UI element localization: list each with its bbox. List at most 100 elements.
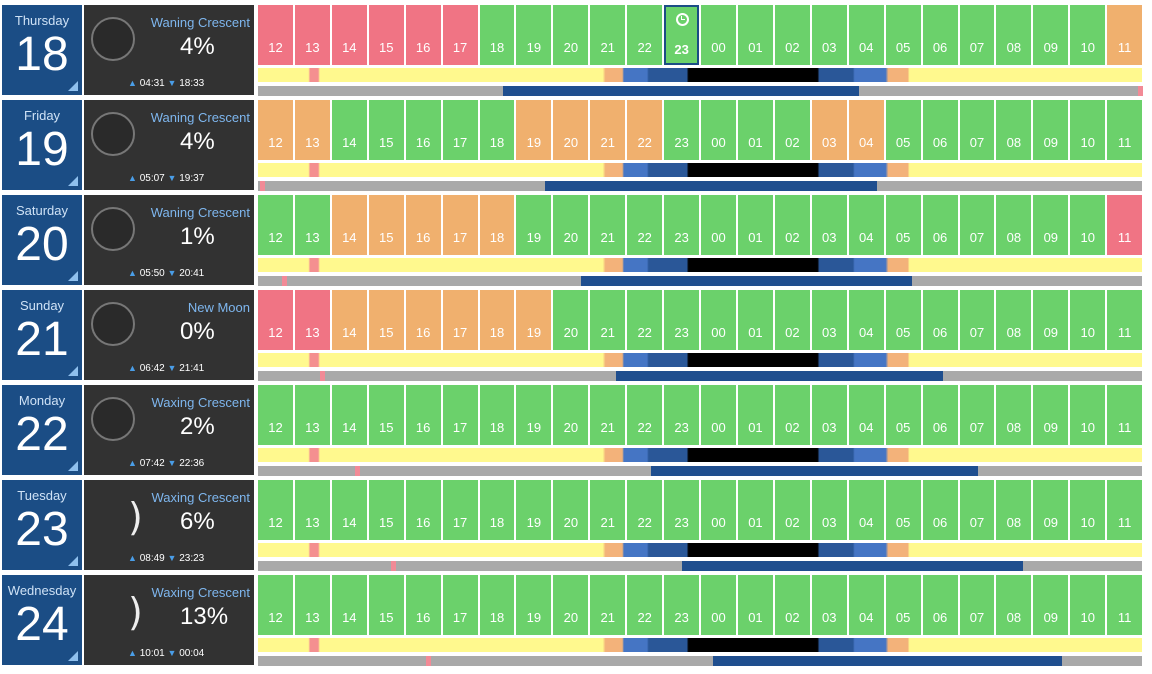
hour-cell[interactable]: 07 — [959, 5, 995, 65]
hour-cell[interactable]: 01 — [737, 100, 773, 160]
hour-cell[interactable]: 01 — [737, 385, 773, 445]
hour-cell[interactable]: 19 — [516, 100, 552, 160]
hour-cell[interactable]: 09 — [1033, 100, 1069, 160]
hour-cell[interactable]: 03 — [811, 480, 847, 540]
hour-cell[interactable]: 15 — [368, 195, 404, 255]
hour-cell[interactable]: 17 — [442, 385, 478, 445]
hour-cell[interactable]: 10 — [1070, 290, 1106, 350]
hour-cell[interactable]: 13 — [294, 100, 330, 160]
hour-cell[interactable]: 10 — [1070, 195, 1106, 255]
hour-cell[interactable]: 17 — [442, 290, 478, 350]
expand-corner-icon[interactable] — [68, 271, 78, 281]
hour-cell[interactable]: 06 — [922, 385, 958, 445]
hour-cell[interactable]: 18 — [479, 480, 515, 540]
date-block[interactable]: Friday 19 — [2, 100, 82, 190]
hour-cell[interactable]: 00 — [701, 480, 736, 540]
hour-cell[interactable]: 04 — [848, 575, 884, 635]
expand-corner-icon[interactable] — [68, 461, 78, 471]
hour-cell[interactable]: 23 — [664, 385, 700, 445]
hour-cell[interactable]: 00 — [701, 5, 736, 65]
hour-cell[interactable]: 06 — [922, 100, 958, 160]
hour-cell[interactable]: 08 — [996, 100, 1032, 160]
hour-cell[interactable]: 23 — [664, 290, 700, 350]
hour-cell[interactable]: 15 — [368, 5, 404, 65]
hour-cell[interactable]: 06 — [922, 5, 958, 65]
hour-cell[interactable]: 23 — [664, 575, 700, 635]
hour-cell[interactable]: 09 — [1033, 385, 1069, 445]
hour-cell[interactable]: 15 — [368, 100, 404, 160]
hour-cell[interactable]: 12 — [258, 575, 293, 635]
hour-cell[interactable]: 00 — [701, 575, 736, 635]
hour-cell[interactable]: 19 — [516, 195, 552, 255]
hour-cell[interactable]: 04 — [848, 385, 884, 445]
hour-cell[interactable]: 13 — [294, 195, 330, 255]
hour-cell[interactable]: 20 — [553, 575, 589, 635]
hour-cell[interactable]: 18 — [479, 290, 515, 350]
date-block[interactable]: Wednesday 24 — [2, 575, 82, 665]
hour-cell[interactable]: 13 — [294, 480, 330, 540]
hour-cell[interactable]: 14 — [331, 575, 367, 635]
hour-cell[interactable]: 04 — [848, 100, 884, 160]
hour-cell[interactable]: 11 — [1107, 385, 1143, 445]
hour-cell[interactable]: 01 — [737, 480, 773, 540]
hour-cell[interactable]: 17 — [442, 575, 478, 635]
hour-cell[interactable]: 22 — [627, 5, 663, 65]
hour-cell[interactable]: 15 — [368, 385, 404, 445]
hour-cell[interactable]: 00 — [701, 195, 736, 255]
hour-cell[interactable]: 20 — [553, 480, 589, 540]
hour-cell[interactable]: 10 — [1070, 480, 1106, 540]
hour-cell[interactable]: 16 — [405, 385, 441, 445]
hour-cell[interactable]: 22 — [627, 290, 663, 350]
hour-cell[interactable]: 07 — [959, 480, 995, 540]
hour-cell[interactable]: 08 — [996, 385, 1032, 445]
hour-cell[interactable]: 12 — [258, 195, 293, 255]
hour-cell[interactable]: 08 — [996, 290, 1032, 350]
hour-cell[interactable]: 07 — [959, 290, 995, 350]
hour-cell[interactable]: 23 — [664, 100, 700, 160]
expand-corner-icon[interactable] — [68, 176, 78, 186]
hour-cell[interactable]: 04 — [848, 290, 884, 350]
hour-cell[interactable]: 23 — [664, 195, 700, 255]
hour-cell[interactable]: 14 — [331, 385, 367, 445]
hour-cell[interactable]: 20 — [553, 195, 589, 255]
hour-cell[interactable]: 01 — [737, 290, 773, 350]
hour-cell[interactable]: 16 — [405, 5, 441, 65]
hour-cell[interactable]: 18 — [479, 100, 515, 160]
hour-cell[interactable]: 11 — [1107, 195, 1143, 255]
hour-cell[interactable]: 01 — [737, 5, 773, 65]
hour-cell[interactable]: 17 — [442, 480, 478, 540]
hour-cell[interactable]: 05 — [885, 290, 921, 350]
hour-cell[interactable]: 13 — [294, 385, 330, 445]
hour-cell[interactable]: 22 — [627, 100, 663, 160]
hour-cell[interactable]: 13 — [294, 575, 330, 635]
hour-cell[interactable]: 02 — [774, 100, 810, 160]
hour-cell[interactable]: 21 — [590, 100, 626, 160]
hour-cell[interactable]: 17 — [442, 100, 478, 160]
hour-cell[interactable]: 08 — [996, 195, 1032, 255]
hour-cell[interactable]: 11 — [1107, 575, 1143, 635]
hour-cell[interactable]: 01 — [737, 195, 773, 255]
hour-cell[interactable]: 15 — [368, 290, 404, 350]
hour-cell[interactable]: 11 — [1107, 290, 1143, 350]
hour-cell[interactable]: 16 — [405, 480, 441, 540]
hour-cell[interactable]: 10 — [1070, 5, 1106, 65]
hour-cell[interactable]: 14 — [331, 195, 367, 255]
hour-cell[interactable]: 19 — [516, 480, 552, 540]
date-block[interactable]: Sunday 21 — [2, 290, 82, 380]
hour-cell[interactable]: 05 — [885, 100, 921, 160]
hour-cell[interactable]: 11 — [1107, 100, 1143, 160]
date-block[interactable]: Thursday 18 — [2, 5, 82, 95]
hour-cell[interactable]: 05 — [885, 195, 921, 255]
hour-cell[interactable]: 16 — [405, 575, 441, 635]
hour-cell[interactable]: 07 — [959, 195, 995, 255]
hour-cell[interactable]: 16 — [405, 195, 441, 255]
hour-cell[interactable]: 20 — [553, 100, 589, 160]
hour-cell[interactable]: 09 — [1033, 575, 1069, 635]
hour-cell[interactable]: 02 — [774, 290, 810, 350]
hour-cell[interactable]: 03 — [811, 195, 847, 255]
hour-cell[interactable]: 12 — [258, 290, 293, 350]
hour-cell[interactable]: 21 — [590, 480, 626, 540]
hour-cell[interactable]: 01 — [737, 575, 773, 635]
hour-cell[interactable]: 00 — [701, 100, 736, 160]
hour-cell[interactable]: 05 — [885, 575, 921, 635]
